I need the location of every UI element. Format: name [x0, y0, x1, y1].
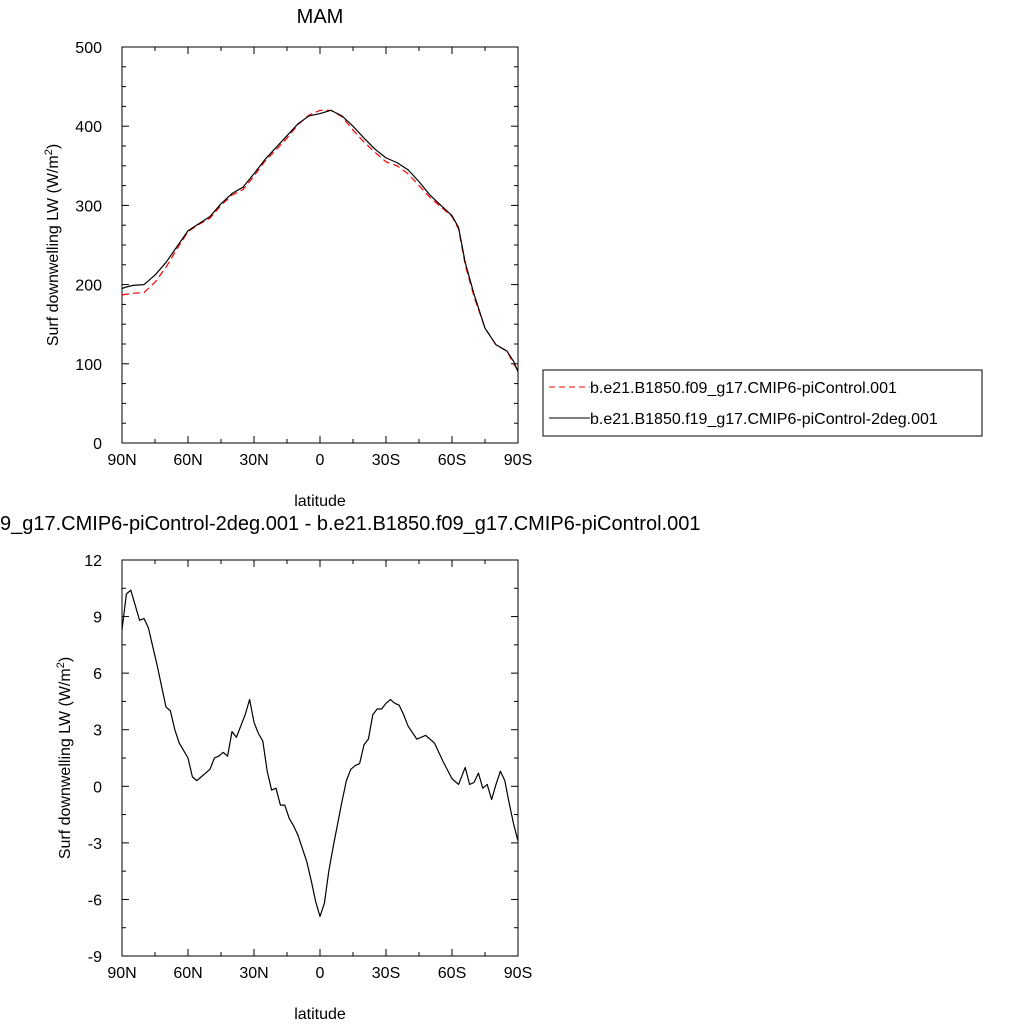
top-x-tick-label: 30N: [239, 452, 268, 469]
bottom-y-axis-title-tail: ): [57, 657, 74, 662]
bottom-y-tick-label: -9: [88, 949, 102, 966]
top-x-tick-label: 0: [316, 452, 325, 469]
bottom-series-layer: [121, 589, 519, 917]
top-x-tick-label: 60N: [173, 452, 202, 469]
legend: b.e21.B1850.f09_g17.CMIP6-piControl.001 …: [542, 369, 983, 437]
top-ticks: 90N 60N 30N 0 30S 60S 90S 0 100 200 300 400 500: [75, 40, 532, 469]
bottom-y-tick-label: 9: [93, 610, 102, 627]
bottom-x-tick-label: 0: [316, 965, 325, 982]
bottom-x-tick-label: 30S: [372, 965, 400, 982]
bottom-y-axis-title-main: Surf downwelling LW (W/m: [57, 668, 74, 859]
top-panel: MAM 90N 60N 30N 0 30S 60S 90S0100200300400500 …: [43, 6, 532, 510]
bottom-y-tick-label: 6: [93, 666, 102, 683]
top-series-layer: [121, 109, 519, 372]
legend-label-series-1: b.e21.B1850.f09_g17.CMIP6-piControl.001: [590, 380, 897, 397]
top-y-tick-label: 100: [75, 357, 102, 374]
top-chart-title: MAM: [297, 6, 344, 28]
bottom-ticks: 90N 60N 30N 0 30S 60S 90S -9 -6 -3 0 3 6 9 12: [84, 553, 532, 982]
top-y-axis-title-tail: ): [45, 144, 62, 149]
bottom-y-axis-title: Surf downwelling LW (W/m2): [55, 657, 74, 859]
top-x-axis-title: latitude: [294, 493, 346, 510]
legend-label-series-2: b.e21.B1850.f19_g17.CMIP6-piControl-2deg…: [590, 411, 938, 428]
bottom-x-axis-title: latitude: [294, 1006, 346, 1023]
top-plot-frame: [121, 46, 519, 444]
legend-box: [542, 369, 983, 437]
bottom-panel: 9_g17.CMIP6-piControl-2deg.001 - b.e21.B…: [0, 513, 700, 1023]
bottom-x-tick-label: 30N: [239, 965, 268, 982]
top-y-axis-title: Surf downwelling LW (W/m2): [43, 144, 62, 346]
top-x-tick-label: 90N: [107, 452, 136, 469]
top-y-axis-title-sup: 2: [43, 149, 55, 155]
bottom-y-tick-label: 12: [84, 553, 102, 570]
bottom-chart-title: 9_g17.CMIP6-piControl-2deg.001 - b.e21.B…: [0, 513, 700, 535]
bottom-y-tick-label: 3: [93, 723, 102, 740]
top-x-tick-label: 30S: [372, 452, 400, 469]
bottom-y-tick-label: -6: [88, 892, 102, 909]
bottom-y-tick-label: -3: [88, 836, 102, 853]
bottom-y-tick-label: 0: [93, 779, 102, 796]
top-x-tick-label: 90S: [504, 452, 532, 469]
top-y-tick-label: 0: [93, 436, 102, 453]
top-y-axis-title-main: Surf downwelling LW (W/m: [45, 155, 62, 346]
bottom-y-axis-title-sup: 2: [55, 662, 67, 668]
top-y-tick-label: 400: [75, 119, 102, 136]
top-y-tick-label: 500: [75, 40, 102, 57]
bottom-x-tick-label: 90S: [504, 965, 532, 982]
top-y-tick-label: 300: [75, 198, 102, 215]
top-series-line-2: [121, 109, 519, 372]
bottom-series-line-1: [121, 589, 519, 917]
top-y-tick-label: 200: [75, 278, 102, 295]
bottom-x-tick-label: 90N: [107, 965, 136, 982]
top-x-tick-label: 60S: [438, 452, 466, 469]
bottom-x-tick-label: 60N: [173, 965, 202, 982]
bottom-x-tick-label: 60S: [438, 965, 466, 982]
bottom-plot-frame: [121, 559, 519, 957]
